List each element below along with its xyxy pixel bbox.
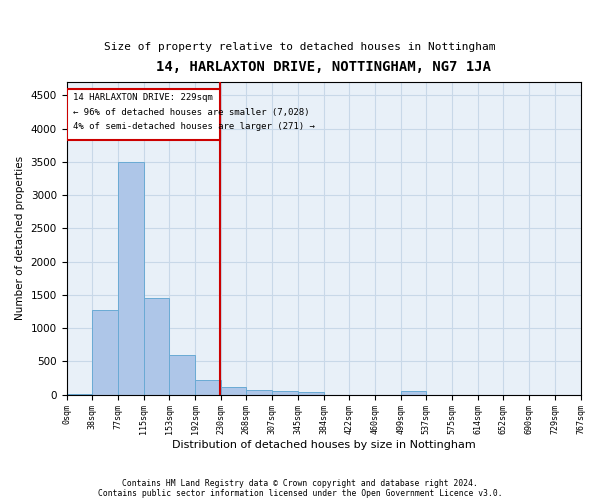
Y-axis label: Number of detached properties: Number of detached properties	[15, 156, 25, 320]
Text: 14 HARLAXTON DRIVE: 229sqm: 14 HARLAXTON DRIVE: 229sqm	[73, 94, 212, 102]
X-axis label: Distribution of detached houses by size in Nottingham: Distribution of detached houses by size …	[172, 440, 475, 450]
Bar	[118, 162, 143, 394]
Title: 14, HARLAXTON DRIVE, NOTTINGHAM, NG7 1JA: 14, HARLAXTON DRIVE, NOTTINGHAM, NG7 1JA	[156, 60, 491, 74]
Text: Size of property relative to detached houses in Nottingham: Size of property relative to detached ho…	[104, 42, 496, 52]
Bar	[272, 391, 298, 394]
Bar	[92, 310, 118, 394]
Bar	[246, 390, 272, 394]
Text: Contains HM Land Registry data © Crown copyright and database right 2024.: Contains HM Land Registry data © Crown c…	[122, 478, 478, 488]
Bar	[143, 298, 169, 394]
Bar	[195, 380, 221, 394]
Bar	[401, 392, 427, 394]
Text: ← 96% of detached houses are smaller (7,028): ← 96% of detached houses are smaller (7,…	[73, 108, 309, 117]
Text: Contains public sector information licensed under the Open Government Licence v3: Contains public sector information licen…	[98, 488, 502, 498]
Bar	[169, 355, 195, 395]
Bar	[298, 392, 324, 394]
FancyBboxPatch shape	[67, 90, 220, 140]
Bar	[221, 388, 246, 394]
Text: 4% of semi-detached houses are larger (271) →: 4% of semi-detached houses are larger (2…	[73, 122, 314, 132]
